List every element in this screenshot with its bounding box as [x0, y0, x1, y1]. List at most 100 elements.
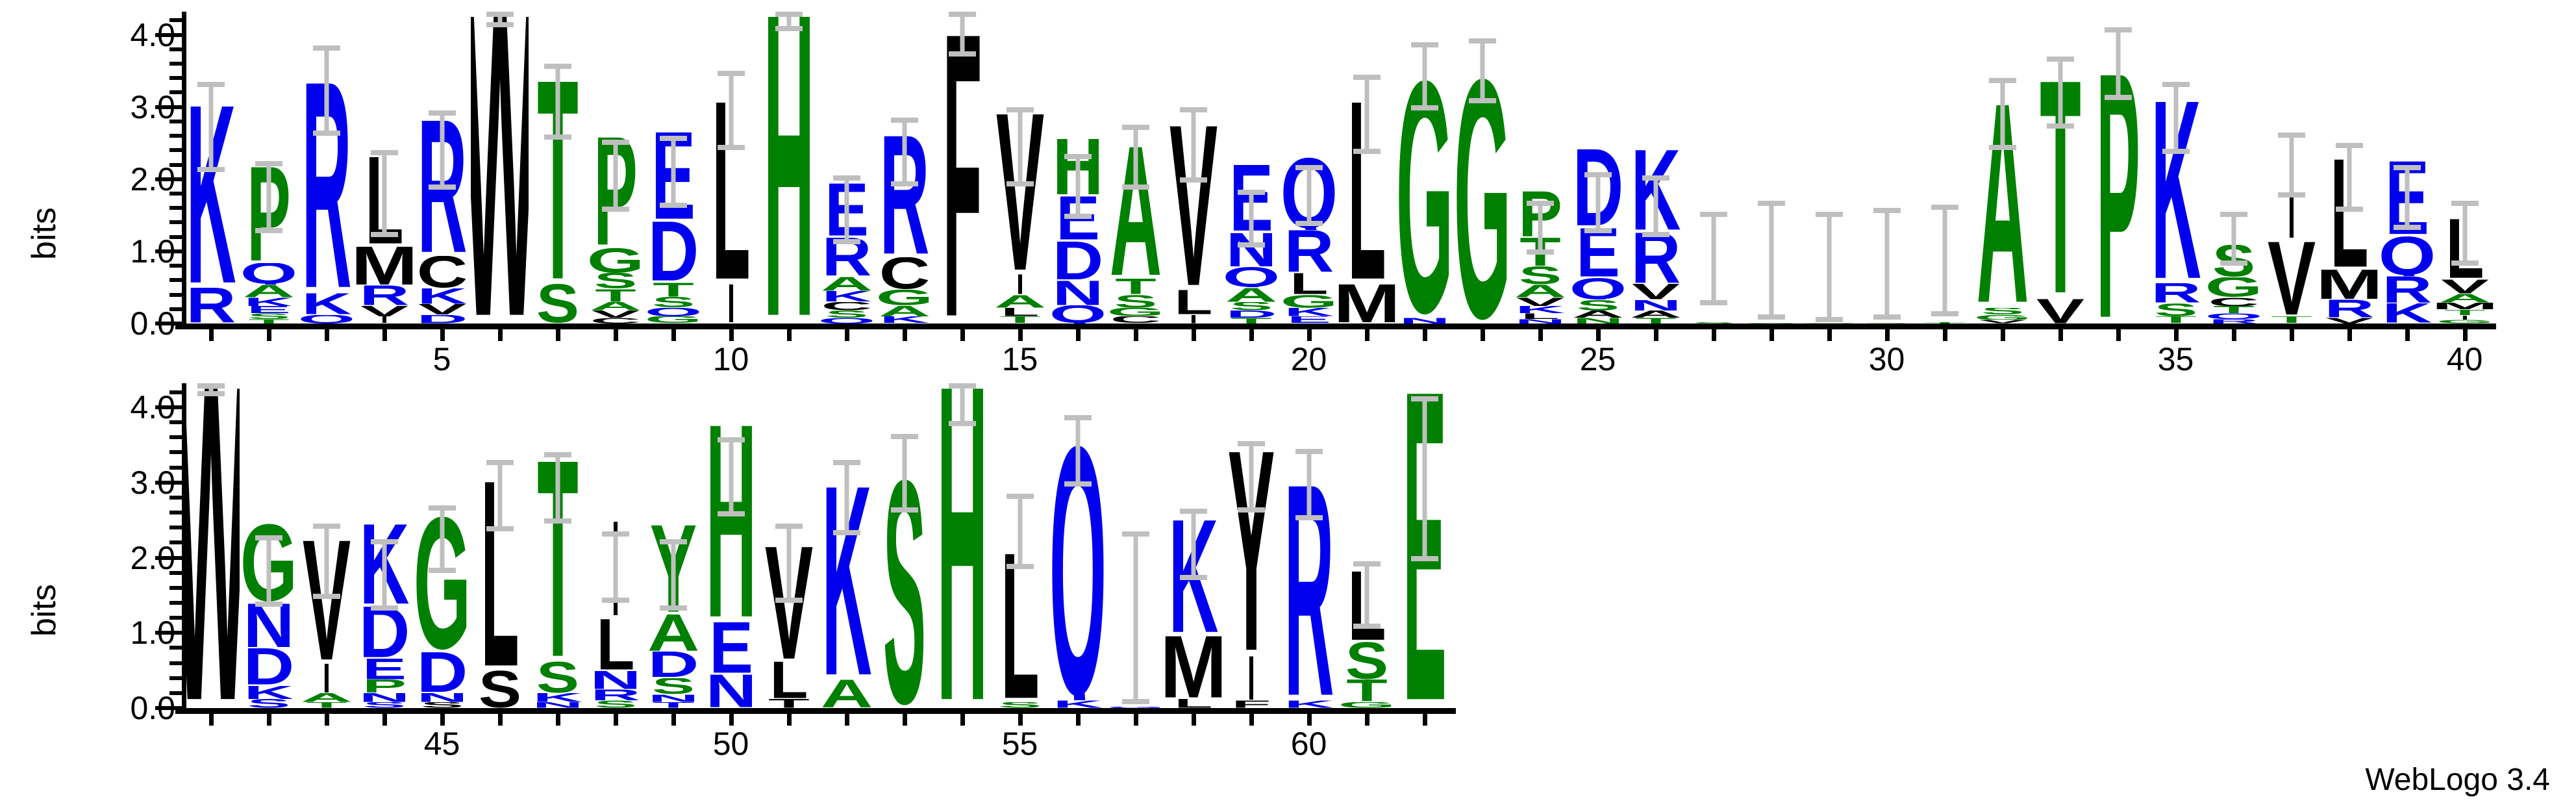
- logo-letter-V: V: [1978, 320, 2027, 324]
- x-axis-tick: [1133, 329, 1138, 341]
- logo-stack-position-53: S: [875, 383, 933, 708]
- y-axis-tick-minor: [169, 192, 186, 196]
- logo-letter-K: K: [244, 685, 294, 700]
- logo-letter-S: S: [247, 313, 290, 320]
- logo-stack-position-14: F: [933, 12, 991, 324]
- logo-letter-T: T: [2212, 306, 2255, 314]
- x-axis-tick: [1480, 329, 1485, 341]
- logo-letter-S: S: [1518, 266, 1562, 285]
- x-axis-tick: [1307, 329, 1312, 341]
- x-axis-tick: [208, 329, 214, 341]
- logo-letter-V: V: [2267, 240, 2316, 316]
- logo-letter-F: F: [942, 31, 982, 324]
- logo-letter-N: N: [647, 694, 699, 702]
- logo-letter-S: S: [1229, 301, 1273, 311]
- logo-letter-T: T: [594, 288, 636, 302]
- logo-letter-S: S: [247, 699, 290, 708]
- logo-letter-A: A: [2438, 294, 2491, 303]
- x-axis-row-1: 5 10 15 20 25 30 35 40: [175, 324, 2496, 375]
- logo-letter-A: A: [1742, 323, 1800, 324]
- y-axis-tick-minor: [169, 119, 186, 123]
- logo-letter-G: G: [2436, 320, 2494, 324]
- logo-letter-A: A: [1629, 311, 1682, 318]
- logo-letter-K: K: [1168, 518, 1218, 635]
- logo-letter-A: A: [820, 679, 873, 708]
- y-axis-tick-minor: [169, 450, 186, 455]
- x-axis-tick: [671, 329, 676, 341]
- logo-letter-T: T: [536, 458, 579, 662]
- logo-letter-G: G: [644, 316, 702, 324]
- x-axis-tick: [1075, 329, 1081, 341]
- x-axis-tick-label: 55: [1001, 726, 1038, 762]
- x-axis-tick: [960, 329, 965, 341]
- logo-letter-S: S: [1692, 322, 1735, 324]
- logo-stack-position-31: T: [1916, 12, 1973, 324]
- x-axis-tick: [2462, 329, 2468, 341]
- logo-letter-L: L: [2330, 157, 2368, 270]
- logo-letter-D: D: [416, 652, 468, 693]
- logo-letter-K: K: [1284, 307, 1334, 316]
- x-axis-tick: [902, 329, 907, 341]
- logo-row-1: bits 0.01.02.03.04.0 KRPQAKESTRKQLMRVIRC…: [0, 0, 2576, 375]
- logo-letter-N: N: [532, 702, 583, 708]
- y-axis-tick-minor: [169, 420, 186, 425]
- logo-letter-G: G: [1973, 314, 2031, 320]
- logo-letter-I: I: [727, 283, 735, 324]
- logo-stack-position-21: LM: [1338, 12, 1395, 324]
- logo-letter-D: D: [358, 605, 410, 659]
- x-axis-tick: [1422, 714, 1427, 726]
- logo-letter-T: T: [1923, 322, 1966, 324]
- logo-stack-position-28: A: [1742, 12, 1800, 324]
- y-axis-tick-minor: [169, 134, 186, 138]
- logo-letter-Y: Y: [1227, 448, 1275, 655]
- x-axis-tick: [2289, 329, 2294, 341]
- logo-letter-R: R: [879, 134, 929, 257]
- logo-letter-V: V: [1631, 283, 1680, 300]
- logo-letter-G: G: [1107, 307, 1164, 316]
- logo-letter-K: K: [1631, 149, 1681, 232]
- logo-letter-I: I: [1189, 314, 1197, 324]
- logo-letter-V: V: [591, 311, 640, 318]
- logo-stack-position-41: W: [182, 383, 240, 708]
- x-axis-tick: [555, 329, 560, 341]
- logo-letter-V: V: [2036, 298, 2084, 324]
- logo-letter-R: R: [590, 689, 640, 701]
- x-axis-tick-label: 20: [1290, 341, 1327, 377]
- x-axis-tick: [1711, 329, 1716, 341]
- logo-letter-E: E: [1402, 388, 1447, 708]
- logo-letter-R: R: [1284, 482, 1334, 701]
- x-axis-tick: [1191, 714, 1196, 726]
- x-axis-tick: [2405, 329, 2410, 341]
- logo-letter-K: K: [821, 291, 871, 302]
- y-axis-tick-minor: [169, 646, 186, 650]
- logo-letter-V: V: [995, 112, 1044, 275]
- logo-letter-D: D: [416, 314, 468, 324]
- logo-letter-M: M: [2320, 270, 2378, 300]
- y-axis-tick-minor: [169, 47, 186, 51]
- logo-letter-H: H: [936, 383, 988, 708]
- logo-letter-D: D: [1572, 148, 1623, 228]
- y-axis-tick-minor: [169, 585, 186, 590]
- y-axis-tick-minor: [169, 540, 186, 545]
- logo-letter-E: E: [362, 658, 406, 680]
- logo-letter-A: A: [1571, 311, 1624, 318]
- logo-letter-L: L: [2445, 218, 2484, 280]
- logo-letter-N: N: [1052, 280, 1103, 306]
- y-axis-tick-minor: [169, 511, 186, 515]
- logo-letter-Q: Q: [818, 318, 875, 324]
- logo-letter-G: G: [1280, 294, 1338, 308]
- x-axis-tick: [613, 329, 618, 341]
- logo-letter-R: R: [1631, 231, 1681, 284]
- logo-letter-V: V: [1516, 298, 1564, 307]
